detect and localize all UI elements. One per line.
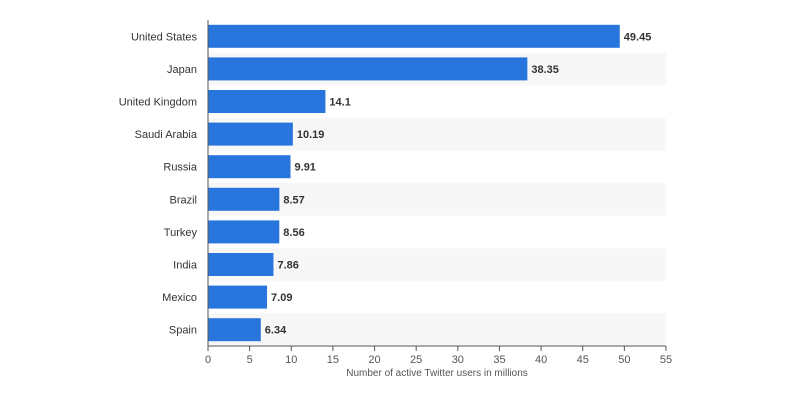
category-label: Turkey <box>164 227 198 239</box>
x-tick-label: 35 <box>493 354 505 366</box>
category-label: Spain <box>169 325 197 337</box>
category-label: Brazil <box>169 194 197 206</box>
category-label: India <box>173 260 198 272</box>
bar <box>208 122 293 146</box>
row-band <box>208 248 666 281</box>
value-label: 38.35 <box>531 64 559 76</box>
bar <box>208 90 326 113</box>
value-labels: 49.45 38.35 14.1 10.19 9.91 8.57 8.56 7.86 7.09 6… <box>265 31 652 336</box>
category-labels: United States Japan United Kingdom Saudi Ar… <box>119 31 198 336</box>
category-label: Russia <box>163 162 198 174</box>
value-label: 49.45 <box>624 31 652 43</box>
category-label: United States <box>131 31 198 43</box>
bar <box>208 57 528 81</box>
value-label: 7.09 <box>271 292 292 304</box>
category-label: Mexico <box>162 292 197 304</box>
bar <box>208 285 268 309</box>
x-tick-label: 10 <box>285 354 297 366</box>
x-tick-label: 15 <box>327 354 339 366</box>
category-label: United Kingdom <box>119 97 197 109</box>
category-label: Saudi Arabia <box>135 129 198 141</box>
category-label: Japan <box>167 64 197 76</box>
bar <box>208 155 291 179</box>
value-label: 9.91 <box>295 162 316 174</box>
x-tick-label: 5 <box>247 354 253 366</box>
value-label: 8.56 <box>283 227 304 239</box>
value-label: 8.57 <box>283 194 304 206</box>
bar <box>208 253 274 276</box>
bar <box>208 24 620 48</box>
x-tick-label: 0 <box>205 354 211 366</box>
x-tick-label: 20 <box>368 354 380 366</box>
bar <box>208 318 261 342</box>
value-label: 14.1 <box>329 97 350 109</box>
bar <box>208 187 280 211</box>
x-axis-ticks: 0 5 10 15 20 25 30 35 40 45 50 55 <box>205 346 672 366</box>
x-tick-label: 50 <box>618 354 630 366</box>
value-label: 6.34 <box>265 325 287 337</box>
x-tick-label: 30 <box>452 354 464 366</box>
x-tick-label: 25 <box>410 354 422 366</box>
bars <box>208 24 620 342</box>
row-band <box>208 183 666 216</box>
x-axis-title: Number of active Twitter users in millio… <box>346 368 528 379</box>
row-bands <box>208 52 666 346</box>
x-tick-label: 55 <box>660 354 672 366</box>
bar <box>208 220 280 244</box>
value-label: 7.86 <box>277 260 298 272</box>
x-tick-label: 40 <box>535 354 547 366</box>
row-band <box>208 313 666 346</box>
value-label: 10.19 <box>297 129 325 141</box>
x-tick-label: 45 <box>577 354 589 366</box>
